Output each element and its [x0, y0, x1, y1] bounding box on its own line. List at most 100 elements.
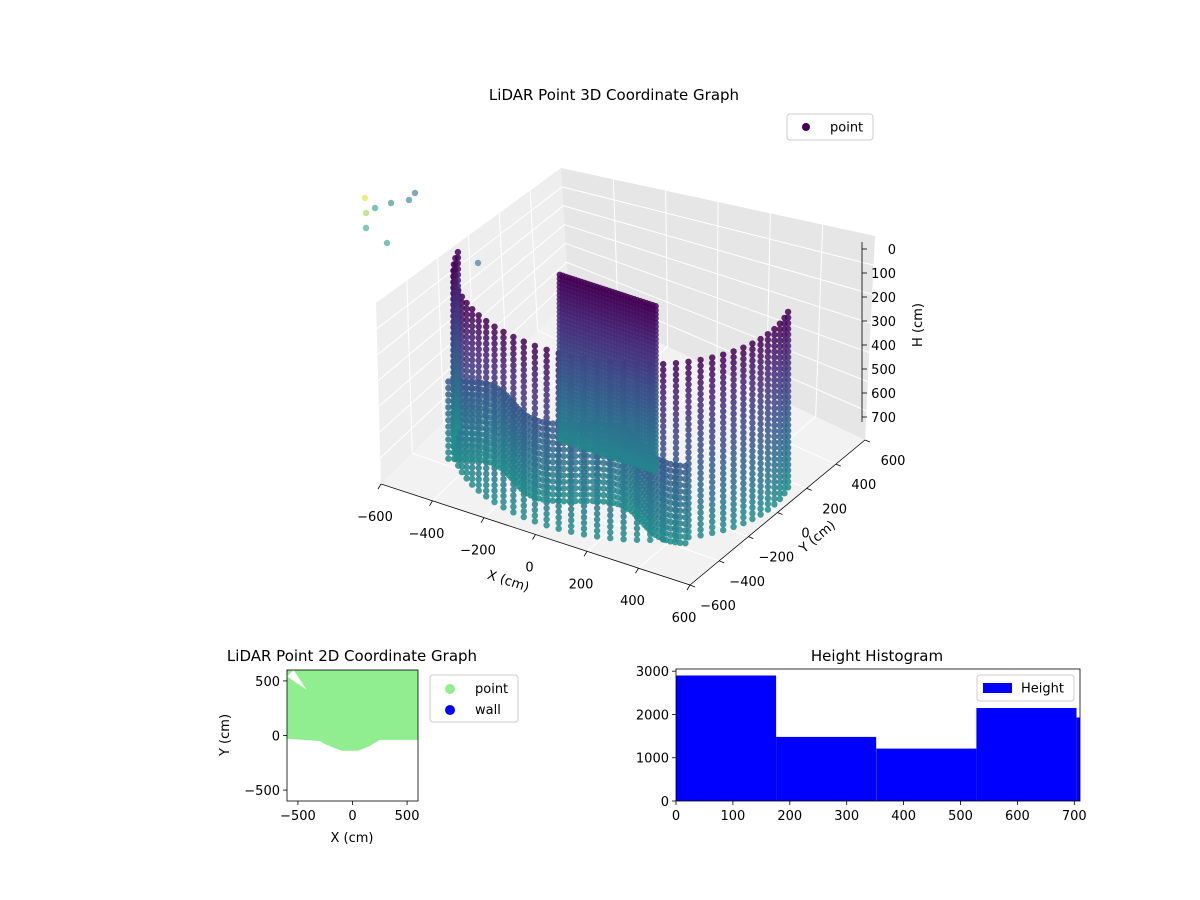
- point-marker: [776, 365, 784, 372]
- point-marker: [578, 465, 585, 473]
- point-marker: [445, 384, 452, 392]
- point-marker: [589, 459, 596, 466]
- point-marker: [771, 405, 778, 412]
- point-marker: [697, 509, 704, 516]
- point-marker: [605, 460, 612, 467]
- point-marker: [467, 397, 475, 405]
- point-marker: [764, 495, 772, 502]
- point-marker: [543, 369, 550, 376]
- point-marker: [776, 450, 784, 457]
- point-marker: [685, 494, 692, 501]
- point-marker: [467, 430, 475, 437]
- point-marker: [730, 399, 737, 406]
- point-marker: [764, 432, 772, 440]
- point-marker: [784, 365, 792, 372]
- point-marker: [544, 471, 551, 478]
- point-marker: [483, 346, 490, 353]
- point-marker: [749, 402, 756, 409]
- point-marker: [697, 515, 704, 522]
- point-marker: [730, 444, 737, 451]
- point-marker: [467, 442, 475, 450]
- point-marker: [583, 452, 591, 460]
- point-marker: [771, 461, 778, 468]
- point-marker: [697, 402, 704, 409]
- point-marker: [539, 444, 547, 452]
- point-marker: [672, 405, 680, 412]
- point-marker: [520, 383, 527, 391]
- point-marker: [520, 338, 527, 345]
- point-marker: [539, 425, 547, 432]
- point-marker: [555, 525, 562, 532]
- x-tick-mark: [635, 567, 639, 574]
- point-marker: [445, 378, 452, 385]
- point-marker: [473, 404, 480, 412]
- y-tick-mark: [689, 584, 696, 588]
- point-marker: [757, 511, 764, 518]
- point-marker: [544, 445, 551, 452]
- point-marker: [520, 344, 527, 351]
- point-marker: [544, 484, 551, 491]
- point-marker: [709, 433, 716, 440]
- chart-2d-x-label: X (cm): [331, 831, 374, 846]
- point-marker: [764, 461, 772, 468]
- point-marker: [757, 505, 764, 512]
- point-marker: [463, 463, 470, 471]
- z-tick-label: 400: [871, 339, 896, 354]
- point-marker: [568, 511, 575, 518]
- point-marker: [531, 393, 539, 400]
- point-marker: [757, 471, 764, 479]
- point-marker: [578, 452, 585, 460]
- point-marker: [764, 331, 772, 338]
- point-marker: [730, 410, 737, 417]
- point-marker: [595, 472, 602, 479]
- point-marker: [578, 459, 585, 466]
- point-marker: [784, 382, 792, 389]
- histogram-ticks: 0 100 200 300 400 500 600 700 0 1000 2000 3000: [636, 665, 1087, 824]
- point-marker: [660, 434, 667, 441]
- point-marker: [531, 388, 539, 395]
- point-marker: [560, 491, 567, 498]
- point-marker: [749, 419, 756, 426]
- point-marker: [583, 465, 591, 472]
- point-marker: [757, 352, 764, 360]
- point-marker: [454, 345, 462, 352]
- point-marker: [757, 381, 764, 388]
- y-tick-label: 1000: [636, 752, 669, 767]
- point-marker: [469, 475, 476, 483]
- point-marker: [784, 427, 792, 434]
- point-marker: [771, 354, 778, 361]
- point-marker: [555, 465, 562, 473]
- point-marker: [776, 495, 784, 503]
- point-marker: [749, 351, 756, 359]
- x-tick-label: 0: [348, 809, 356, 824]
- point-marker: [764, 398, 772, 406]
- point-marker: [740, 384, 747, 391]
- point-marker: [757, 477, 764, 484]
- point-marker: [520, 513, 527, 521]
- point-marker: [491, 498, 498, 506]
- point-marker: [764, 489, 772, 496]
- point-marker: [720, 509, 727, 517]
- point-marker: [740, 412, 747, 419]
- point-marker: [740, 491, 747, 498]
- point-marker: [483, 368, 490, 376]
- point-marker: [660, 423, 667, 430]
- point-marker: [771, 467, 778, 474]
- point-marker: [784, 438, 792, 446]
- chart-2d-title: LiDAR Point 2D Coordinate Graph: [227, 647, 477, 665]
- point-marker: [685, 398, 692, 405]
- point-marker: [720, 498, 727, 505]
- point-marker: [776, 393, 784, 401]
- point-marker: [709, 461, 716, 469]
- point-marker: [709, 422, 716, 429]
- point-marker: [749, 374, 756, 381]
- point-marker: [463, 311, 470, 318]
- point-marker: [697, 492, 704, 499]
- point-marker: [720, 351, 727, 358]
- point-marker: [483, 351, 490, 359]
- point-marker: [776, 399, 784, 406]
- point-marker: [491, 363, 498, 370]
- point-marker: [544, 439, 551, 446]
- point-marker: [607, 529, 614, 536]
- point-marker: [676, 507, 684, 514]
